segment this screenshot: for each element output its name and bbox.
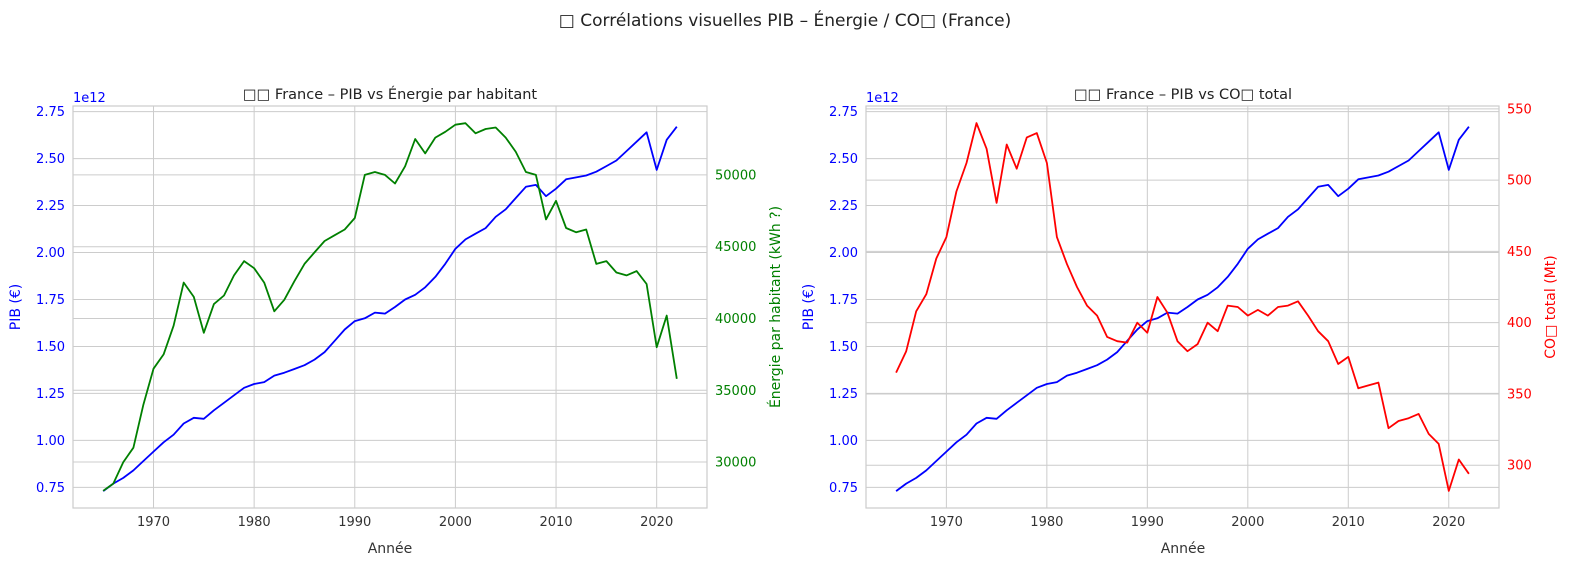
co2-left-tick-label: 0.75 [829,481,858,496]
energy-right-axis-label: Énergie par habitant (kWh ?) [767,206,784,408]
co2-offset-label: 1e12 [866,91,899,106]
energy-right-ticks: 30000 35000 40000 45000 50000 [715,168,756,470]
energy-x-tick-label: 1990 [338,515,371,530]
energy-left-tick-label: 1.00 [36,434,65,449]
energy-left-tick-label: 1.75 [36,293,65,308]
co2-x-tick-label: 1970 [930,515,963,530]
energy-x-tick-label: 2000 [439,515,472,530]
co2-x-tick-label: 2000 [1231,515,1264,530]
energy-offset-label: 1e12 [73,91,106,106]
energy-panel-title: □□ France – PIB vs Énergie par habitant [243,86,537,103]
co2-co2-line [895,122,1470,492]
energy-x-tick-label: 2020 [640,515,673,530]
energy-plot-area [72,105,708,509]
energy-panel: □□ France – PIB vs Énergie par habitant … [8,86,784,557]
energy-left-tick-label: 2.75 [36,105,65,120]
co2-right-tick-label: 450 [1507,245,1532,260]
co2-left-tick-label: 2.25 [829,199,858,214]
energy-left-tick-label: 2.25 [36,199,65,214]
co2-right-ticks: 300 350 400 450 500 550 [1507,102,1532,473]
energy-left-tick-label: 2.00 [36,246,65,261]
co2-x-tick-label: 1980 [1030,515,1063,530]
energy-series-group [102,122,678,492]
co2-x-ticks: 1970 1980 1990 2000 2010 2020 [930,515,1465,530]
energy-right-tick-label: 30000 [715,456,756,471]
co2-left-tick-label: 1.50 [829,340,858,355]
co2-gridlines [866,106,1499,508]
co2-left-tick-label: 1.00 [829,434,858,449]
energy-left-tick-label: 1.25 [36,387,65,402]
co2-left-tick-label: 1.25 [829,387,858,402]
co2-x-tick-label: 2010 [1332,515,1365,530]
co2-left-axis-label: PIB (€) [801,284,817,330]
energy-left-tick-label: 0.75 [36,481,65,496]
co2-right-tick-label: 500 [1507,174,1532,189]
energy-x-tick-label: 1980 [238,515,271,530]
co2-plot-area [865,105,1500,509]
energy-x-axis-label: Année [368,541,413,557]
energy-right-tick-label: 40000 [715,312,756,327]
energy-gridlines [73,106,707,508]
co2-right-axis-label: CO□ total (Mt) [1543,255,1559,358]
co2-x-axis-label: Année [1161,541,1206,557]
co2-left-tick-label: 2.50 [829,152,858,167]
co2-right-tick-label: 400 [1507,316,1532,331]
co2-right-tick-label: 550 [1507,102,1532,117]
co2-panel-title: □□ France – PIB vs CO□ total [1074,87,1292,103]
co2-left-tick-label: 2.00 [829,246,858,261]
energy-left-tick-label: 2.50 [36,152,65,167]
energy-left-ticks: 0.75 1.00 1.25 1.50 1.75 2.00 2.25 2.50 2.75 [36,105,65,496]
energy-x-ticks: 1970 1980 1990 2000 2010 2020 [137,515,673,530]
co2-pib-line [895,126,1470,492]
co2-panel: □□ France – PIB vs CO□ total 1970 1980 199… [801,87,1559,557]
co2-x-tick-label: 2020 [1432,515,1465,530]
energy-right-tick-label: 50000 [715,168,756,183]
energy-x-tick-label: 1970 [137,515,170,530]
energy-pib-line [102,126,678,492]
energy-energy-line [102,122,678,492]
energy-x-tick-label: 2010 [540,515,573,530]
co2-series-group [895,122,1470,492]
energy-left-tick-label: 1.50 [36,340,65,355]
energy-right-tick-label: 35000 [715,384,756,399]
co2-left-ticks: 0.75 1.00 1.25 1.50 1.75 2.00 2.25 2.50 2.75 [829,105,858,496]
co2-x-tick-label: 1990 [1131,515,1164,530]
energy-right-tick-label: 45000 [715,240,756,255]
energy-left-axis-label: PIB (€) [8,284,24,330]
co2-left-tick-label: 2.75 [829,105,858,120]
co2-right-tick-label: 350 [1507,387,1532,402]
co2-left-tick-label: 1.75 [829,293,858,308]
figure-title: □ Corrélations visuelles PIB – Énergie /… [559,9,1011,31]
co2-right-tick-label: 300 [1507,459,1532,474]
